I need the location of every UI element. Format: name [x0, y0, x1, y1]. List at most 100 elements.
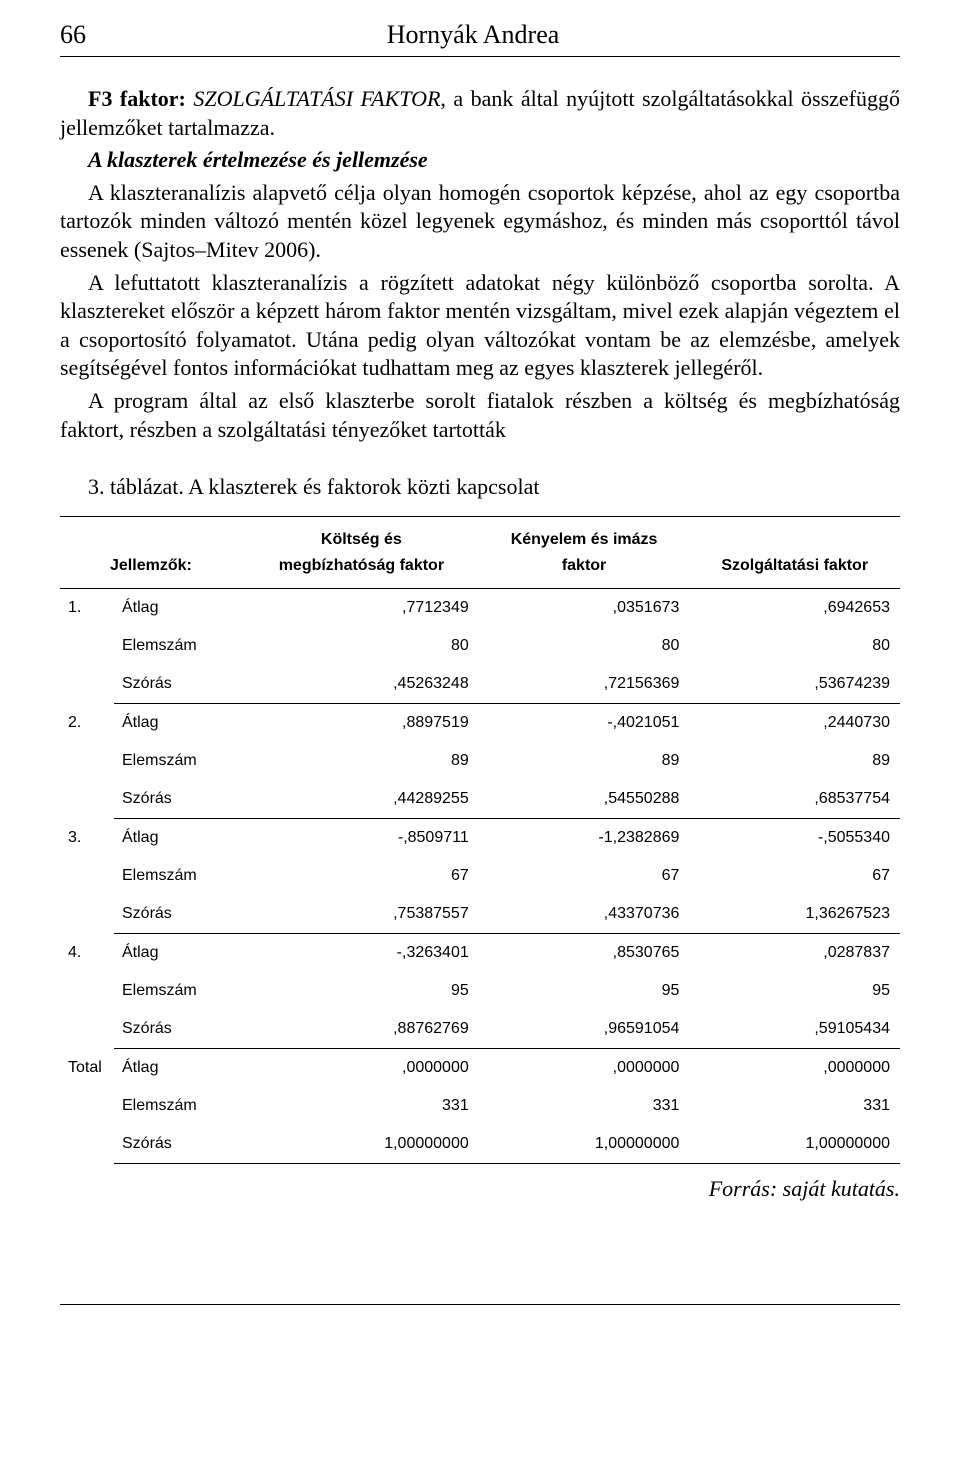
- stat-label: Szórás: [114, 895, 244, 934]
- stat-label: Szórás: [114, 665, 244, 704]
- num-cell: 80: [244, 627, 479, 665]
- stat-label: Átlag: [114, 1049, 244, 1088]
- num-cell: ,8530765: [479, 934, 690, 973]
- group-label: 1.: [60, 589, 114, 704]
- num-cell: ,54550288: [479, 780, 690, 819]
- stat-label: Szórás: [114, 1125, 244, 1164]
- table-row: Elemszám959595: [60, 972, 900, 1010]
- table-row: Elemszám676767: [60, 857, 900, 895]
- table-caption: 3. táblázat. A klaszterek és faktorok kö…: [60, 474, 900, 500]
- num-cell: ,43370736: [479, 895, 690, 934]
- num-cell: ,0287837: [689, 934, 900, 973]
- num-cell: 67: [689, 857, 900, 895]
- stat-label: Elemszám: [114, 627, 244, 665]
- th-kenyelem-b: faktor: [562, 557, 606, 574]
- table-body: 1.Átlag,7712349,0351673,6942653Elemszám8…: [60, 589, 900, 1164]
- table-row: Szórás,44289255,54550288,68537754: [60, 780, 900, 819]
- paragraph-clusters: A lefuttatott klaszteranalízis a rögzíte…: [60, 269, 900, 383]
- author-name: Hornyák Andrea: [86, 20, 900, 50]
- num-cell: 89: [479, 742, 690, 780]
- factor-table: Jellemzők: Költség és megbízhatóság fakt…: [60, 516, 900, 1164]
- f3-label: F3 faktor:: [88, 86, 186, 111]
- stat-label: Átlag: [114, 819, 244, 858]
- group-label: 4.: [60, 934, 114, 1049]
- group-label: 2.: [60, 704, 114, 819]
- num-cell: ,88762769: [244, 1010, 479, 1049]
- num-cell: ,0000000: [244, 1049, 479, 1088]
- stat-label: Elemszám: [114, 972, 244, 1010]
- th-koltseg-a: Költség és: [321, 531, 402, 548]
- table-row: Elemszám808080: [60, 627, 900, 665]
- stat-label: Elemszám: [114, 857, 244, 895]
- stat-label: Szórás: [114, 780, 244, 819]
- th-kenyelem: Kényelem és imázs faktor: [479, 517, 690, 589]
- num-cell: 1,00000000: [479, 1125, 690, 1164]
- table-row: Szórás1,000000001,000000001,00000000: [60, 1125, 900, 1164]
- num-cell: ,8897519: [244, 704, 479, 743]
- num-cell: ,59105434: [689, 1010, 900, 1049]
- stat-label: Átlag: [114, 589, 244, 628]
- table-row: 2.Átlag,8897519-,4021051,2440730: [60, 704, 900, 743]
- section-heading: A klaszterek értelmezése és jellemzése: [60, 146, 900, 175]
- footer-rule: [60, 1304, 900, 1305]
- num-cell: 331: [479, 1087, 690, 1125]
- stat-label: Átlag: [114, 704, 244, 743]
- paragraph-intro: A klaszteranalízis alapvető célja olyan …: [60, 179, 900, 265]
- num-cell: 67: [244, 857, 479, 895]
- f3-rest: , a bank által nyújtott szolgáltatásokka…: [60, 86, 900, 140]
- th-szolgaltatasi: Szolgáltatási faktor: [689, 517, 900, 589]
- table-header-row: Jellemzők: Költség és megbízhatóság fakt…: [60, 517, 900, 589]
- table-row: TotalÁtlag,0000000,0000000,0000000: [60, 1049, 900, 1088]
- num-cell: 80: [479, 627, 690, 665]
- num-cell: 95: [244, 972, 479, 1010]
- section-heading-text: A klaszterek értelmezése és jellemzése: [88, 147, 428, 172]
- group-label: 3.: [60, 819, 114, 934]
- num-cell: ,44289255: [244, 780, 479, 819]
- num-cell: ,0000000: [689, 1049, 900, 1088]
- stat-label: Átlag: [114, 934, 244, 973]
- num-cell: ,45263248: [244, 665, 479, 704]
- th-szolgaltatasi-label: Szolgáltatási faktor: [721, 557, 868, 574]
- num-cell: ,96591054: [479, 1010, 690, 1049]
- num-cell: -,4021051: [479, 704, 690, 743]
- source-line: Forrás: saját kutatás.: [60, 1176, 900, 1202]
- num-cell: ,6942653: [689, 589, 900, 628]
- num-cell: 89: [689, 742, 900, 780]
- num-cell: 1,00000000: [689, 1125, 900, 1164]
- num-cell: 331: [244, 1087, 479, 1125]
- num-cell: -,5055340: [689, 819, 900, 858]
- num-cell: 80: [689, 627, 900, 665]
- num-cell: 1,36267523: [689, 895, 900, 934]
- num-cell: ,2440730: [689, 704, 900, 743]
- num-cell: ,75387557: [244, 895, 479, 934]
- th-kenyelem-a: Kényelem és imázs: [511, 531, 658, 548]
- num-cell: ,0000000: [479, 1049, 690, 1088]
- num-cell: ,7712349: [244, 589, 479, 628]
- th-koltseg: Költség és megbízhatóság faktor: [244, 517, 479, 589]
- paragraph-f3: F3 faktor: SZOLGÁLTATÁSI FAKTOR, a bank …: [60, 85, 900, 142]
- f3-name: SZOLGÁLTATÁSI FAKTOR: [193, 86, 440, 111]
- th-jellemzok-label: Jellemzők:: [110, 557, 192, 574]
- stat-label: Elemszám: [114, 1087, 244, 1125]
- page-header: 66 Hornyák Andrea: [60, 20, 900, 57]
- num-cell: 67: [479, 857, 690, 895]
- num-cell: 331: [689, 1087, 900, 1125]
- num-cell: 89: [244, 742, 479, 780]
- th-koltseg-b: megbízhatóság faktor: [279, 557, 444, 574]
- num-cell: -,3263401: [244, 934, 479, 973]
- th-jellemzok: Jellemzők:: [60, 517, 244, 589]
- page-content: 66 Hornyák Andrea F3 faktor: SZOLGÁLTATÁ…: [0, 0, 960, 1264]
- num-cell: ,53674239: [689, 665, 900, 704]
- num-cell: -,8509711: [244, 819, 479, 858]
- table-row: Szórás,88762769,96591054,59105434: [60, 1010, 900, 1049]
- table-row: Elemszám331331331: [60, 1087, 900, 1125]
- group-label: Total: [60, 1049, 114, 1164]
- num-cell: ,68537754: [689, 780, 900, 819]
- table-row: 4.Átlag-,3263401,8530765,0287837: [60, 934, 900, 973]
- num-cell: 95: [479, 972, 690, 1010]
- table-row: Szórás,45263248,72156369,53674239: [60, 665, 900, 704]
- table-row: 3.Átlag-,8509711-1,2382869-,5055340: [60, 819, 900, 858]
- num-cell: ,0351673: [479, 589, 690, 628]
- table-row: Szórás,75387557,433707361,36267523: [60, 895, 900, 934]
- page-number: 66: [60, 20, 86, 50]
